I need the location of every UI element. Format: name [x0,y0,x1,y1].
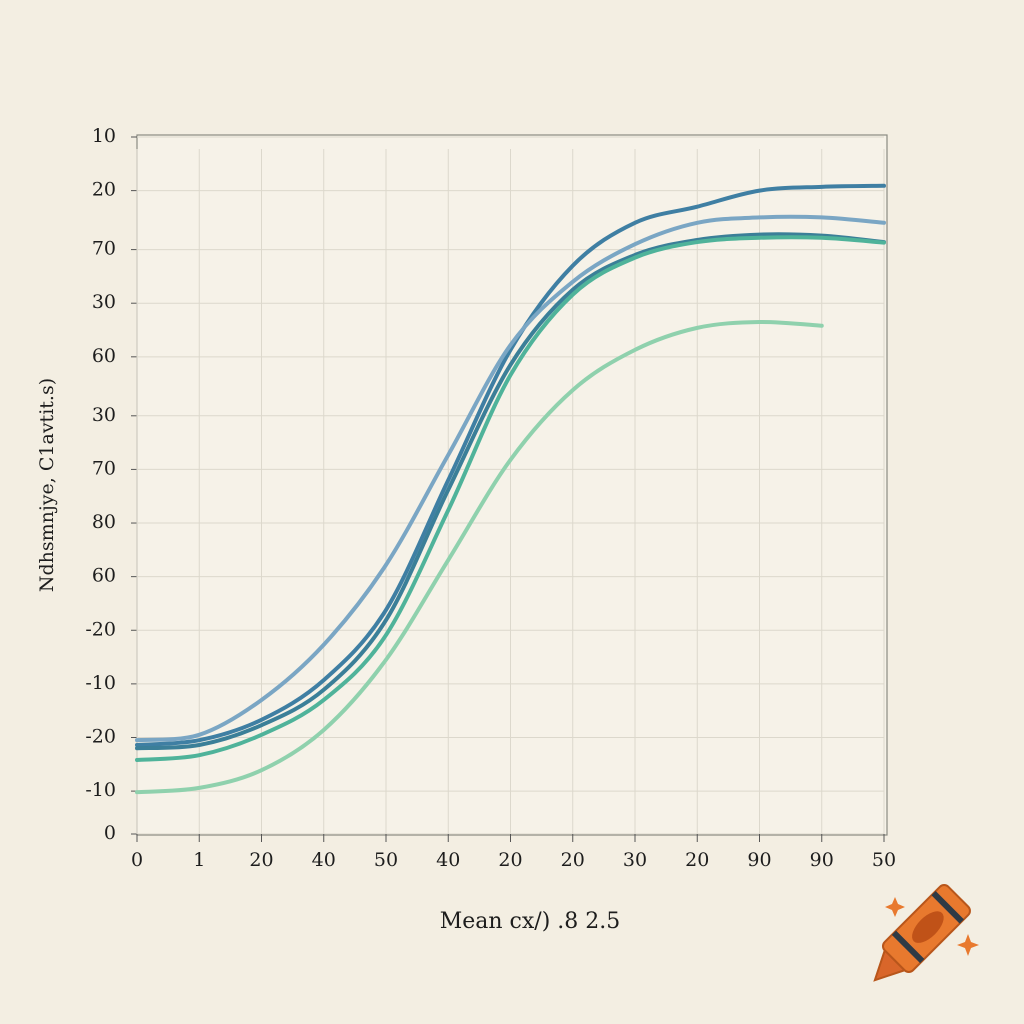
sparkle [957,934,979,956]
x-tick-label: 20 [498,849,522,871]
x-tick-label: 40 [312,849,336,871]
crayon-icon [873,884,971,982]
y-tick-label: 60 [92,565,116,587]
data-line [135,235,886,763]
x-tick-label: 90 [810,849,834,871]
y-tick-label: 70 [92,457,116,479]
x-tick-label: 20 [685,849,709,871]
x-tick-label: 40 [436,849,460,871]
x-tick-label: 90 [747,849,771,871]
y-tick-label: -20 [85,618,116,640]
data-line [135,214,886,743]
sparkle [885,897,905,917]
y-tick-label: 60 [92,345,116,367]
data-line [135,183,886,747]
y-tick-label: 0 [104,822,116,844]
x-tick-label: 20 [561,849,585,871]
y-tick-label: -20 [85,725,116,747]
y-tick-label: 20 [92,179,116,201]
y-tick-label: 30 [92,404,116,426]
x-tick-label: 0 [131,849,143,871]
y-tick-label: 10 [92,125,116,147]
y-tick-label: 30 [92,291,116,313]
y-tick-label: 80 [92,511,116,533]
x-tick-label: 50 [374,849,398,871]
x-tick-label: 50 [872,849,896,871]
x-tick-label: 20 [249,849,273,871]
x-tick-label: 1 [193,849,205,871]
x-axis-title: Mean cx/) .8 2.5 [440,909,621,934]
data-line [135,232,886,751]
y-axis-title: Ndhsmnjye, C1avtit.s) [36,378,58,592]
y-tick-label: -10 [85,779,116,801]
y-tick-label: 70 [92,238,116,260]
y-tick-label: -10 [85,672,116,694]
x-tick-label: 30 [623,849,647,871]
data-line [135,319,824,795]
